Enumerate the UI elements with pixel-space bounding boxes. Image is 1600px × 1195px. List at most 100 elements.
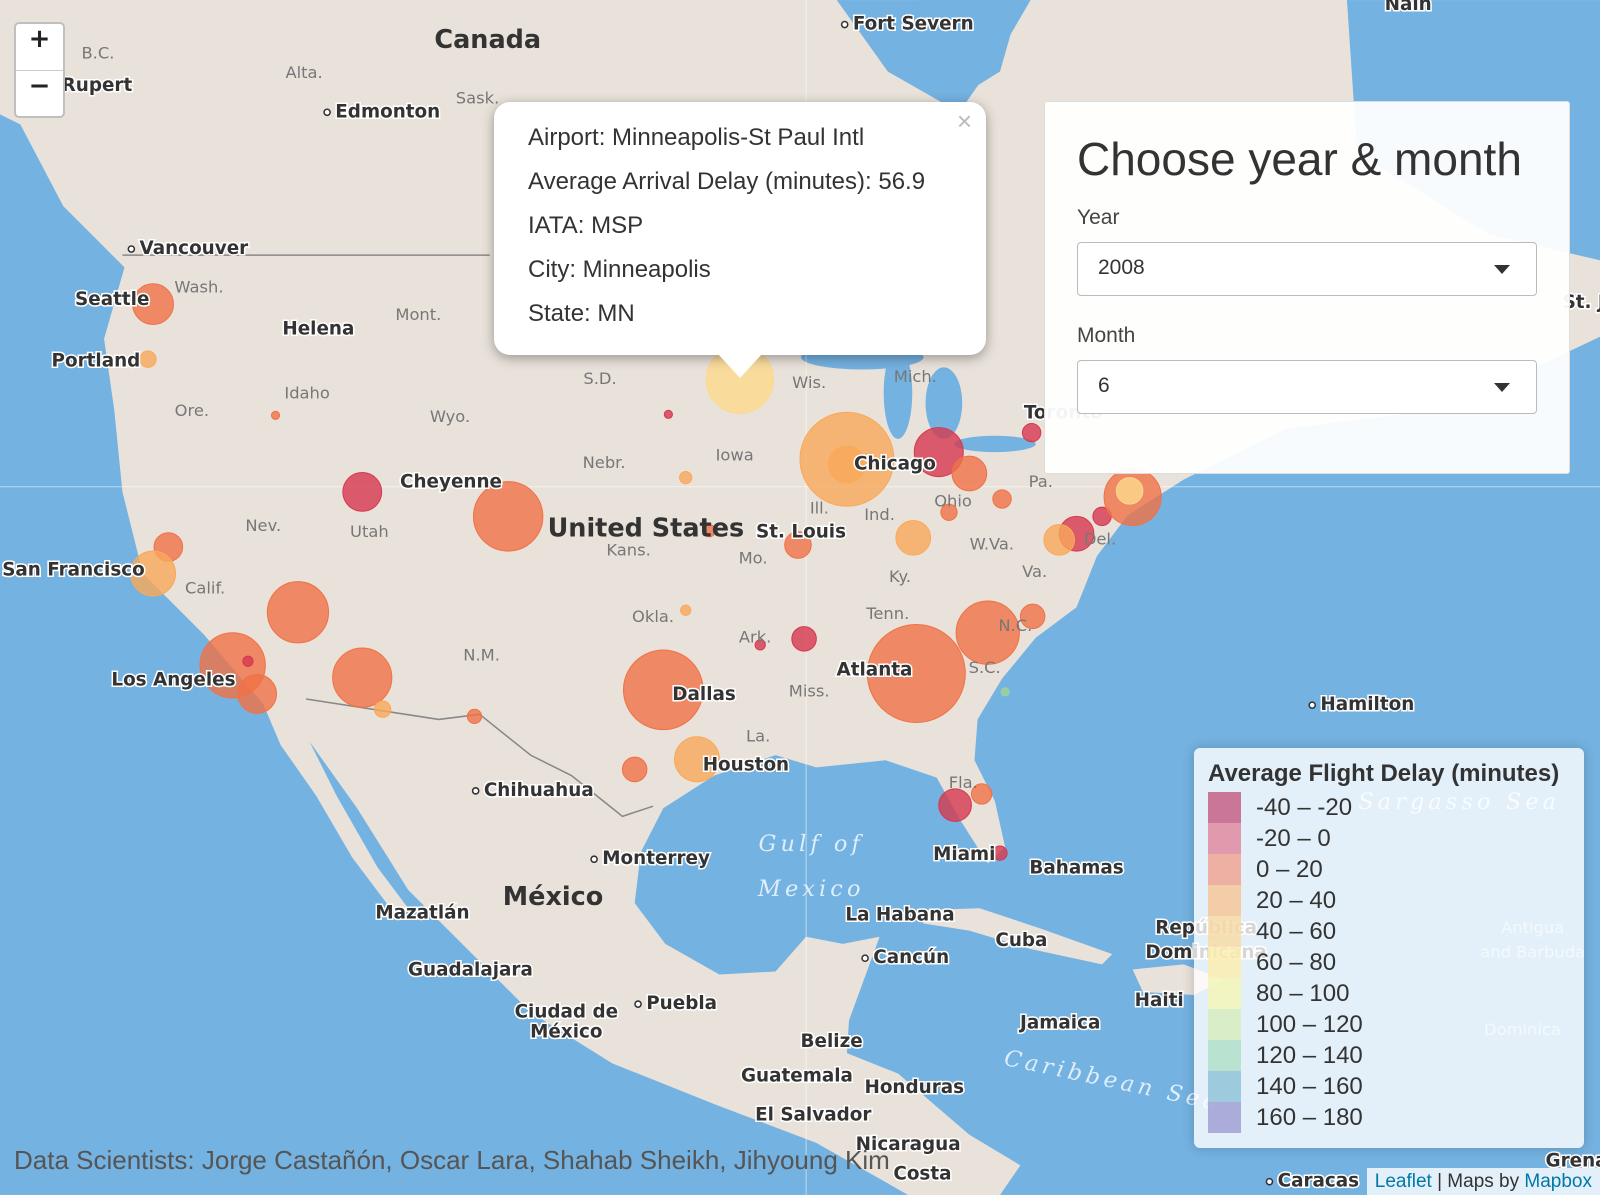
airport-marker bbox=[992, 845, 1008, 861]
city-dot bbox=[471, 787, 480, 795]
map-label: Nebr. bbox=[583, 453, 626, 472]
popup-line: State: MN bbox=[528, 300, 635, 327]
popup-line: City: Minneapolis bbox=[528, 256, 711, 283]
map-label: S.C. bbox=[969, 658, 1001, 677]
map-label: N.M. bbox=[463, 646, 500, 665]
map-label: Mont. bbox=[395, 305, 441, 324]
legend-label: 40 – 60 bbox=[1256, 918, 1337, 945]
map-label: Tenn. bbox=[865, 604, 909, 623]
popup-line: Average Arrival Delay (minutes): 56.9 bbox=[528, 168, 926, 195]
control-panel: Choose year & month Year 2008 Month 6 bbox=[1044, 101, 1570, 474]
map-label: Kans. bbox=[606, 541, 650, 560]
airport-marker bbox=[266, 581, 330, 644]
map-label: Cheyenne bbox=[400, 472, 502, 493]
legend-swatch bbox=[1208, 792, 1241, 823]
map-label: W.Va. bbox=[970, 534, 1015, 553]
airport-marker bbox=[866, 624, 966, 724]
airport-marker bbox=[1021, 423, 1042, 443]
legend-label: 80 – 100 bbox=[1256, 980, 1350, 1007]
airport-marker bbox=[680, 604, 692, 616]
map-label: Edmonton bbox=[335, 101, 440, 122]
map-label: Dallas bbox=[672, 684, 736, 705]
airport-marker bbox=[951, 455, 988, 492]
maps-by: Maps by bbox=[1447, 1171, 1520, 1192]
popup-tip bbox=[718, 354, 762, 378]
map-label: San Francisco bbox=[2, 559, 145, 580]
lake bbox=[925, 367, 963, 439]
airport-marker bbox=[472, 481, 544, 552]
map-label: Guatemala bbox=[741, 1066, 853, 1087]
map-label: Utah bbox=[350, 522, 389, 541]
map-label: United States bbox=[548, 514, 745, 544]
legend-swatch bbox=[1208, 823, 1241, 854]
map-label: Nicaragua bbox=[856, 1134, 961, 1155]
map-label: Vancouver bbox=[140, 238, 249, 259]
zoom-in[interactable]: + bbox=[16, 24, 63, 71]
city-dot bbox=[840, 20, 849, 29]
airport-marker bbox=[130, 550, 177, 597]
map-label: Mich. bbox=[894, 367, 937, 386]
map-label: Va. bbox=[1022, 562, 1047, 581]
popup-close[interactable]: × bbox=[956, 106, 972, 136]
popup-line: Airport: Minneapolis-St Paul Intl bbox=[528, 124, 865, 151]
map-label: Chicago bbox=[854, 453, 936, 474]
map-label: Helena bbox=[282, 319, 354, 340]
map-label: Fort Severn bbox=[853, 14, 974, 35]
map-label: La. bbox=[746, 726, 770, 745]
legend-label: -20 – 0 bbox=[1256, 825, 1331, 852]
legend-swatch bbox=[1208, 1071, 1241, 1102]
airport-marker bbox=[784, 531, 812, 559]
map-label: Miami bbox=[933, 844, 995, 865]
leaflet-link[interactable]: Leaflet bbox=[1374, 1171, 1432, 1192]
legend-label: -40 – -20 bbox=[1256, 794, 1353, 821]
map-label: Ark. bbox=[739, 627, 772, 646]
legend-label: 0 – 20 bbox=[1256, 856, 1323, 883]
mapbox-link[interactable]: Mapbox bbox=[1524, 1171, 1592, 1192]
map-label: Wis. bbox=[792, 373, 826, 392]
map-label: Ky. bbox=[889, 567, 911, 586]
map-label: Canada bbox=[434, 25, 541, 55]
map-label: Costa bbox=[893, 1164, 951, 1185]
map-label: Mo. bbox=[739, 549, 768, 568]
map-label: Portland bbox=[52, 350, 141, 371]
airport-marker bbox=[679, 470, 693, 485]
popup-line: IATA: MSP bbox=[528, 212, 644, 239]
popup: × Airport: Minneapolis-St Paul Intl Avera… bbox=[494, 102, 986, 355]
airport-marker bbox=[139, 350, 157, 368]
airport-marker bbox=[1043, 524, 1075, 556]
map-label: Okla. bbox=[632, 607, 674, 626]
airport-marker bbox=[242, 655, 254, 667]
map-label: Atlanta bbox=[837, 659, 913, 680]
airport-marker bbox=[791, 626, 817, 652]
airport-marker bbox=[663, 409, 673, 419]
map-label: México bbox=[530, 1022, 602, 1043]
airport-marker bbox=[754, 639, 766, 651]
legend-label: 20 – 40 bbox=[1256, 887, 1337, 914]
city-dot bbox=[1308, 701, 1317, 709]
airport-marker bbox=[913, 427, 964, 478]
separator: | bbox=[1437, 1171, 1443, 1192]
legend-swatch bbox=[1208, 978, 1241, 1009]
airport-marker bbox=[1115, 477, 1144, 505]
month-select[interactable]: 6 bbox=[1077, 360, 1537, 414]
map-label: La Habana bbox=[845, 904, 954, 925]
airport-marker bbox=[1000, 687, 1010, 697]
map-label: El Salvador bbox=[755, 1104, 871, 1125]
legend-label: 120 – 140 bbox=[1256, 1042, 1363, 1069]
city-dot bbox=[861, 954, 869, 963]
map-label: B.C. bbox=[81, 44, 114, 63]
month-value: 6 bbox=[1098, 374, 1110, 397]
map-label: Haiti bbox=[1135, 990, 1184, 1011]
airport-marker bbox=[466, 708, 483, 725]
attribution: Leaflet | Maps by Mapbox bbox=[1366, 1168, 1600, 1195]
map-label: Pa. bbox=[1029, 472, 1053, 491]
map-label: Houston bbox=[703, 754, 789, 775]
map-label: Seattle bbox=[75, 289, 149, 310]
year-select[interactable]: 2008 bbox=[1077, 242, 1537, 296]
airport-marker bbox=[270, 410, 281, 420]
airport-marker bbox=[992, 489, 1012, 509]
map-label: Honduras bbox=[864, 1077, 964, 1098]
zoom-out[interactable]: − bbox=[28, 71, 51, 101]
map-label: Ciudad de bbox=[515, 1001, 619, 1022]
